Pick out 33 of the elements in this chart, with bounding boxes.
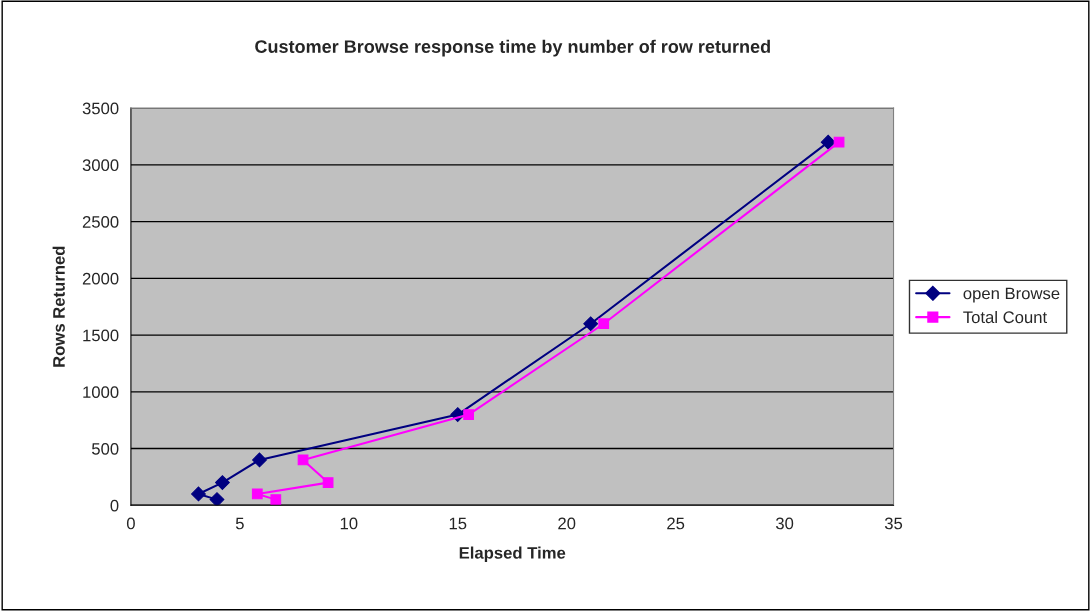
point: [820, 134, 836, 150]
legend-label: Total Count: [963, 310, 1047, 324]
legend-label: open Browse: [963, 287, 1060, 303]
y-tick-label: 3000: [82, 159, 119, 172]
y-axis-title: Rows Returned: [52, 246, 65, 367]
point: [252, 452, 267, 468]
point: [463, 409, 475, 420]
y-tick-label: 2000: [82, 272, 119, 285]
point: [833, 136, 845, 148]
y-tick-label: 1500: [83, 329, 119, 342]
x-tick-label: 0: [126, 517, 135, 530]
x-tick-label: 10: [340, 517, 358, 530]
x-tick-label: 30: [775, 517, 794, 530]
x-tick-label: 35: [884, 517, 903, 530]
y-tick-label: 2500: [82, 216, 119, 228]
y-tick-label: 0: [110, 499, 119, 512]
x-tick-label: 25: [667, 517, 685, 530]
point: [215, 475, 230, 490]
point: [322, 477, 334, 488]
point: [583, 316, 599, 332]
x-tick-label: 15: [449, 517, 467, 530]
y-tick-label: 1000: [83, 386, 119, 399]
x-tick-label: 20: [558, 517, 576, 530]
point: [598, 318, 610, 330]
x-axis-title: Elapsed Time: [459, 546, 566, 563]
y-tick-label: 500: [91, 442, 119, 455]
point: [251, 488, 263, 500]
chart-title: Customer Browse response time by number of row returned: [255, 39, 770, 57]
x-tick-label: 5: [235, 517, 244, 530]
point: [270, 494, 282, 505]
point: [191, 486, 206, 502]
y-tick-label: 3500: [82, 102, 119, 115]
point: [209, 492, 225, 506]
